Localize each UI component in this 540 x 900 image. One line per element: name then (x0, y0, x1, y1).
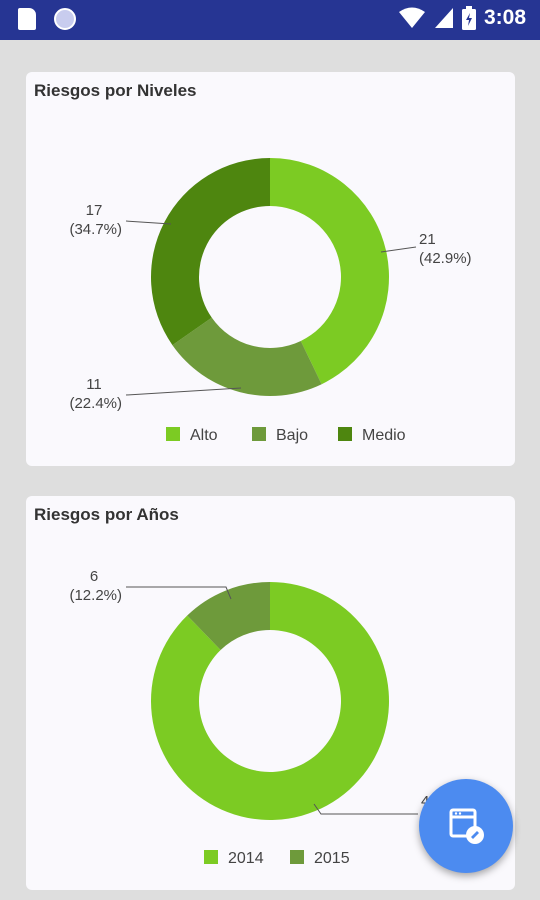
data-label-percent: (42.9%) (419, 250, 472, 267)
data-label-value: 6 (90, 568, 98, 585)
browser-settings-icon (449, 808, 484, 844)
legend-label[interactable]: 2014 (228, 850, 264, 867)
sd-card-icon (18, 8, 36, 30)
donut-slice-2014[interactable] (150, 582, 390, 820)
donut-slice-bajo[interactable] (172, 317, 322, 397)
legend-swatch (204, 850, 218, 864)
legend-label[interactable]: Alto (190, 427, 218, 444)
legend-label[interactable]: Bajo (276, 427, 308, 444)
data-label-value: 21 (419, 231, 436, 248)
leader-line (125, 387, 242, 396)
legend-swatch (252, 427, 266, 441)
status-bar: 3:08 (0, 0, 540, 40)
leader-line (126, 586, 232, 600)
wifi-icon (398, 7, 425, 28)
clock: 3:08 (483, 6, 526, 29)
legend-swatch (290, 850, 304, 864)
donut-slice-alto[interactable] (270, 158, 390, 385)
circle-icon (54, 8, 76, 30)
leader-line (313, 803, 418, 815)
legend-swatch (166, 427, 180, 441)
legend-label[interactable]: Medio (362, 427, 406, 444)
battery-icon (461, 6, 476, 30)
data-label-value: 17 (86, 202, 103, 219)
chart-card-niveles: Riesgos por Niveles 21 (42.9%) 11 (22.4%) 17… (26, 72, 515, 466)
donut-slice-medio[interactable] (151, 158, 270, 346)
legend-swatch (338, 427, 352, 441)
data-label-percent: (12.2%) (69, 587, 122, 604)
donut-slice-2015[interactable] (187, 582, 270, 650)
chart-title: Riesgos por Años (34, 505, 179, 524)
data-label-percent: (34.7%) (69, 221, 122, 238)
legend-label[interactable]: 2015 (314, 850, 350, 867)
leader-line (125, 220, 172, 225)
chart-title: Riesgos por Niveles (34, 81, 197, 100)
leader-line (380, 246, 417, 253)
data-label-value: 11 (86, 376, 102, 393)
donut-chart-niveles: 21 (42.9%) 11 (22.4%) 17 (34.7%) Alto Bajo Medio (69, 158, 472, 444)
browser-settings-button[interactable] (419, 779, 513, 873)
signal-icon (434, 8, 453, 28)
data-label-percent: (22.4%) (69, 395, 122, 412)
